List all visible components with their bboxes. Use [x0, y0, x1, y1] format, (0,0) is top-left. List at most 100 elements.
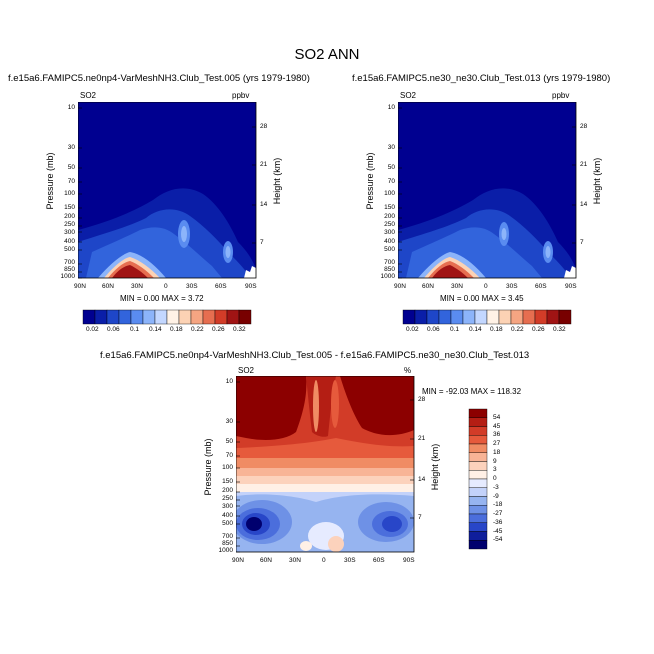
- colorbar-swatch: [468, 513, 488, 523]
- panel3-ytick: 500: [222, 520, 233, 527]
- panel1-ytick: 400: [64, 238, 75, 245]
- panel2-ylabel: Pressure (mb): [365, 152, 375, 210]
- panel2-ytick: 1000: [380, 273, 395, 280]
- colorbar-swatch: [190, 309, 204, 325]
- panel2-ytick: 250: [384, 221, 395, 228]
- panel3-htick: 21: [418, 435, 426, 442]
- main-title: SO2 ANN: [294, 46, 360, 63]
- panel2-htick: 7: [580, 239, 584, 246]
- colorbar-swatch: [226, 309, 240, 325]
- panel3-xtick: 90S: [403, 557, 415, 564]
- panel2-xtick: 30N: [451, 283, 463, 290]
- panel3-ylabel-right: Height (km): [430, 443, 440, 491]
- panel1-cb-label: 0.1: [130, 326, 140, 333]
- colorbar-swatch: [462, 309, 476, 325]
- panel2-xtick: 0: [484, 283, 488, 290]
- panel2-xtick: 60S: [535, 283, 547, 290]
- colorbar-swatch: [82, 309, 96, 325]
- panel2-ytick: 10: [387, 104, 395, 111]
- panel2-frame: [398, 102, 577, 279]
- colorbar-swatch: [534, 309, 548, 325]
- panel3-ytick: 100: [222, 464, 233, 471]
- colorbar-swatch: [486, 309, 500, 325]
- colorbar-swatch: [202, 309, 216, 325]
- colorbar-swatch: [154, 309, 168, 325]
- colorbar-swatch: [94, 309, 108, 325]
- panel1-xtick: 60N: [102, 283, 114, 290]
- panel3-ytick: 70: [225, 452, 233, 459]
- panel3-colorbar: [468, 408, 488, 550]
- panel2-cb-label: 0.14: [469, 326, 482, 333]
- colorbar-swatch: [468, 531, 488, 541]
- panel3-ytick: 10: [225, 378, 233, 385]
- colorbar-swatch: [510, 309, 524, 325]
- panel2-plot: [398, 102, 578, 287]
- panel1-ylabel: Pressure (mb): [45, 152, 55, 210]
- panel1-ytick: 30: [67, 144, 75, 151]
- panel2-min-max: MIN = 0.00 MAX = 3.45: [440, 294, 524, 303]
- panel2-htick: 14: [580, 201, 588, 208]
- panel1-xtick: 60S: [215, 283, 227, 290]
- panel1-ytick: 200: [64, 213, 75, 220]
- panel2-cb-label: 0.1: [450, 326, 460, 333]
- panel3-cb-label: -18: [493, 501, 503, 509]
- panel1-right-ticks: [252, 126, 256, 244]
- colorbar-swatch: [142, 309, 156, 325]
- panel2-colorbar: [402, 309, 572, 325]
- panel1-ytick: 10: [67, 104, 75, 111]
- panel3-ytick: 700: [222, 533, 233, 540]
- panel2-units: ppbv: [552, 91, 570, 100]
- panel3-cb-label: -36: [493, 518, 503, 526]
- panel3-right-ticks: [410, 399, 414, 519]
- panel3-cb-label: 3: [493, 466, 497, 474]
- panel3-frame: [236, 376, 415, 553]
- panel2-ytick: 200: [384, 213, 395, 220]
- panel2-ytick: 150: [384, 204, 395, 211]
- colorbar-swatch: [468, 470, 488, 480]
- panel1-field: [78, 102, 258, 287]
- panel1-ytick: 100: [64, 190, 75, 197]
- colorbar-swatch: [474, 309, 488, 325]
- panel1-cb-label: 0.18: [170, 326, 183, 333]
- colorbar-swatch: [468, 461, 488, 471]
- colorbar-swatch: [522, 309, 536, 325]
- panel3-plot: [236, 376, 415, 553]
- panel1-cb-label: 0.14: [149, 326, 162, 333]
- panel1-ytick: 70: [67, 178, 75, 185]
- panel3-ytick: 50: [225, 438, 233, 445]
- panel1-cb-label: 0.22: [191, 326, 204, 333]
- panel3-ytick: 150: [222, 478, 233, 485]
- colorbar-swatch: [238, 309, 252, 325]
- colorbar-swatch: [468, 522, 488, 532]
- panel3-xtick: 0: [322, 557, 326, 564]
- panel3-min-max: MIN = -92.03 MAX = 118.32: [422, 387, 522, 396]
- panel1-cb-label: 0.02: [86, 326, 99, 333]
- panel3-cb-label: 0: [493, 475, 497, 482]
- panel1-htick: 7: [260, 239, 264, 246]
- colorbar-swatch: [468, 443, 488, 453]
- panel3-cb-label: -45: [493, 527, 503, 535]
- panel2-htick: 21: [580, 161, 588, 168]
- colorbar-swatch: [426, 309, 440, 325]
- colorbar-swatch: [468, 435, 488, 445]
- panel2-cb-label: 0.02: [406, 326, 419, 333]
- colorbar-swatch: [468, 505, 488, 515]
- panel3-cb-label: 9: [493, 457, 497, 465]
- panel1-ytick: 1000: [60, 273, 75, 280]
- panel3-ytick: 30: [225, 418, 233, 425]
- panel1-htick: 14: [260, 201, 268, 208]
- panel3-xtick: 30S: [344, 557, 356, 564]
- panel2-var-label: SO2: [400, 91, 417, 100]
- colorbar-swatch: [118, 309, 132, 325]
- panel1-xtick: 30N: [131, 283, 143, 290]
- panel2-ytick: 400: [384, 238, 395, 245]
- panel1-xtick: 90N: [74, 283, 86, 290]
- panel1-frame: [78, 102, 257, 279]
- colorbar-swatch: [214, 309, 228, 325]
- colorbar-swatch: [130, 309, 144, 325]
- panel2-right-ticks: [572, 126, 576, 244]
- panel2-ytick: 50: [387, 164, 395, 171]
- panel3-ytick: 850: [222, 540, 233, 547]
- panel2-xtick: 30S: [506, 283, 518, 290]
- panel2-ylabel-right: Height (km): [592, 157, 602, 205]
